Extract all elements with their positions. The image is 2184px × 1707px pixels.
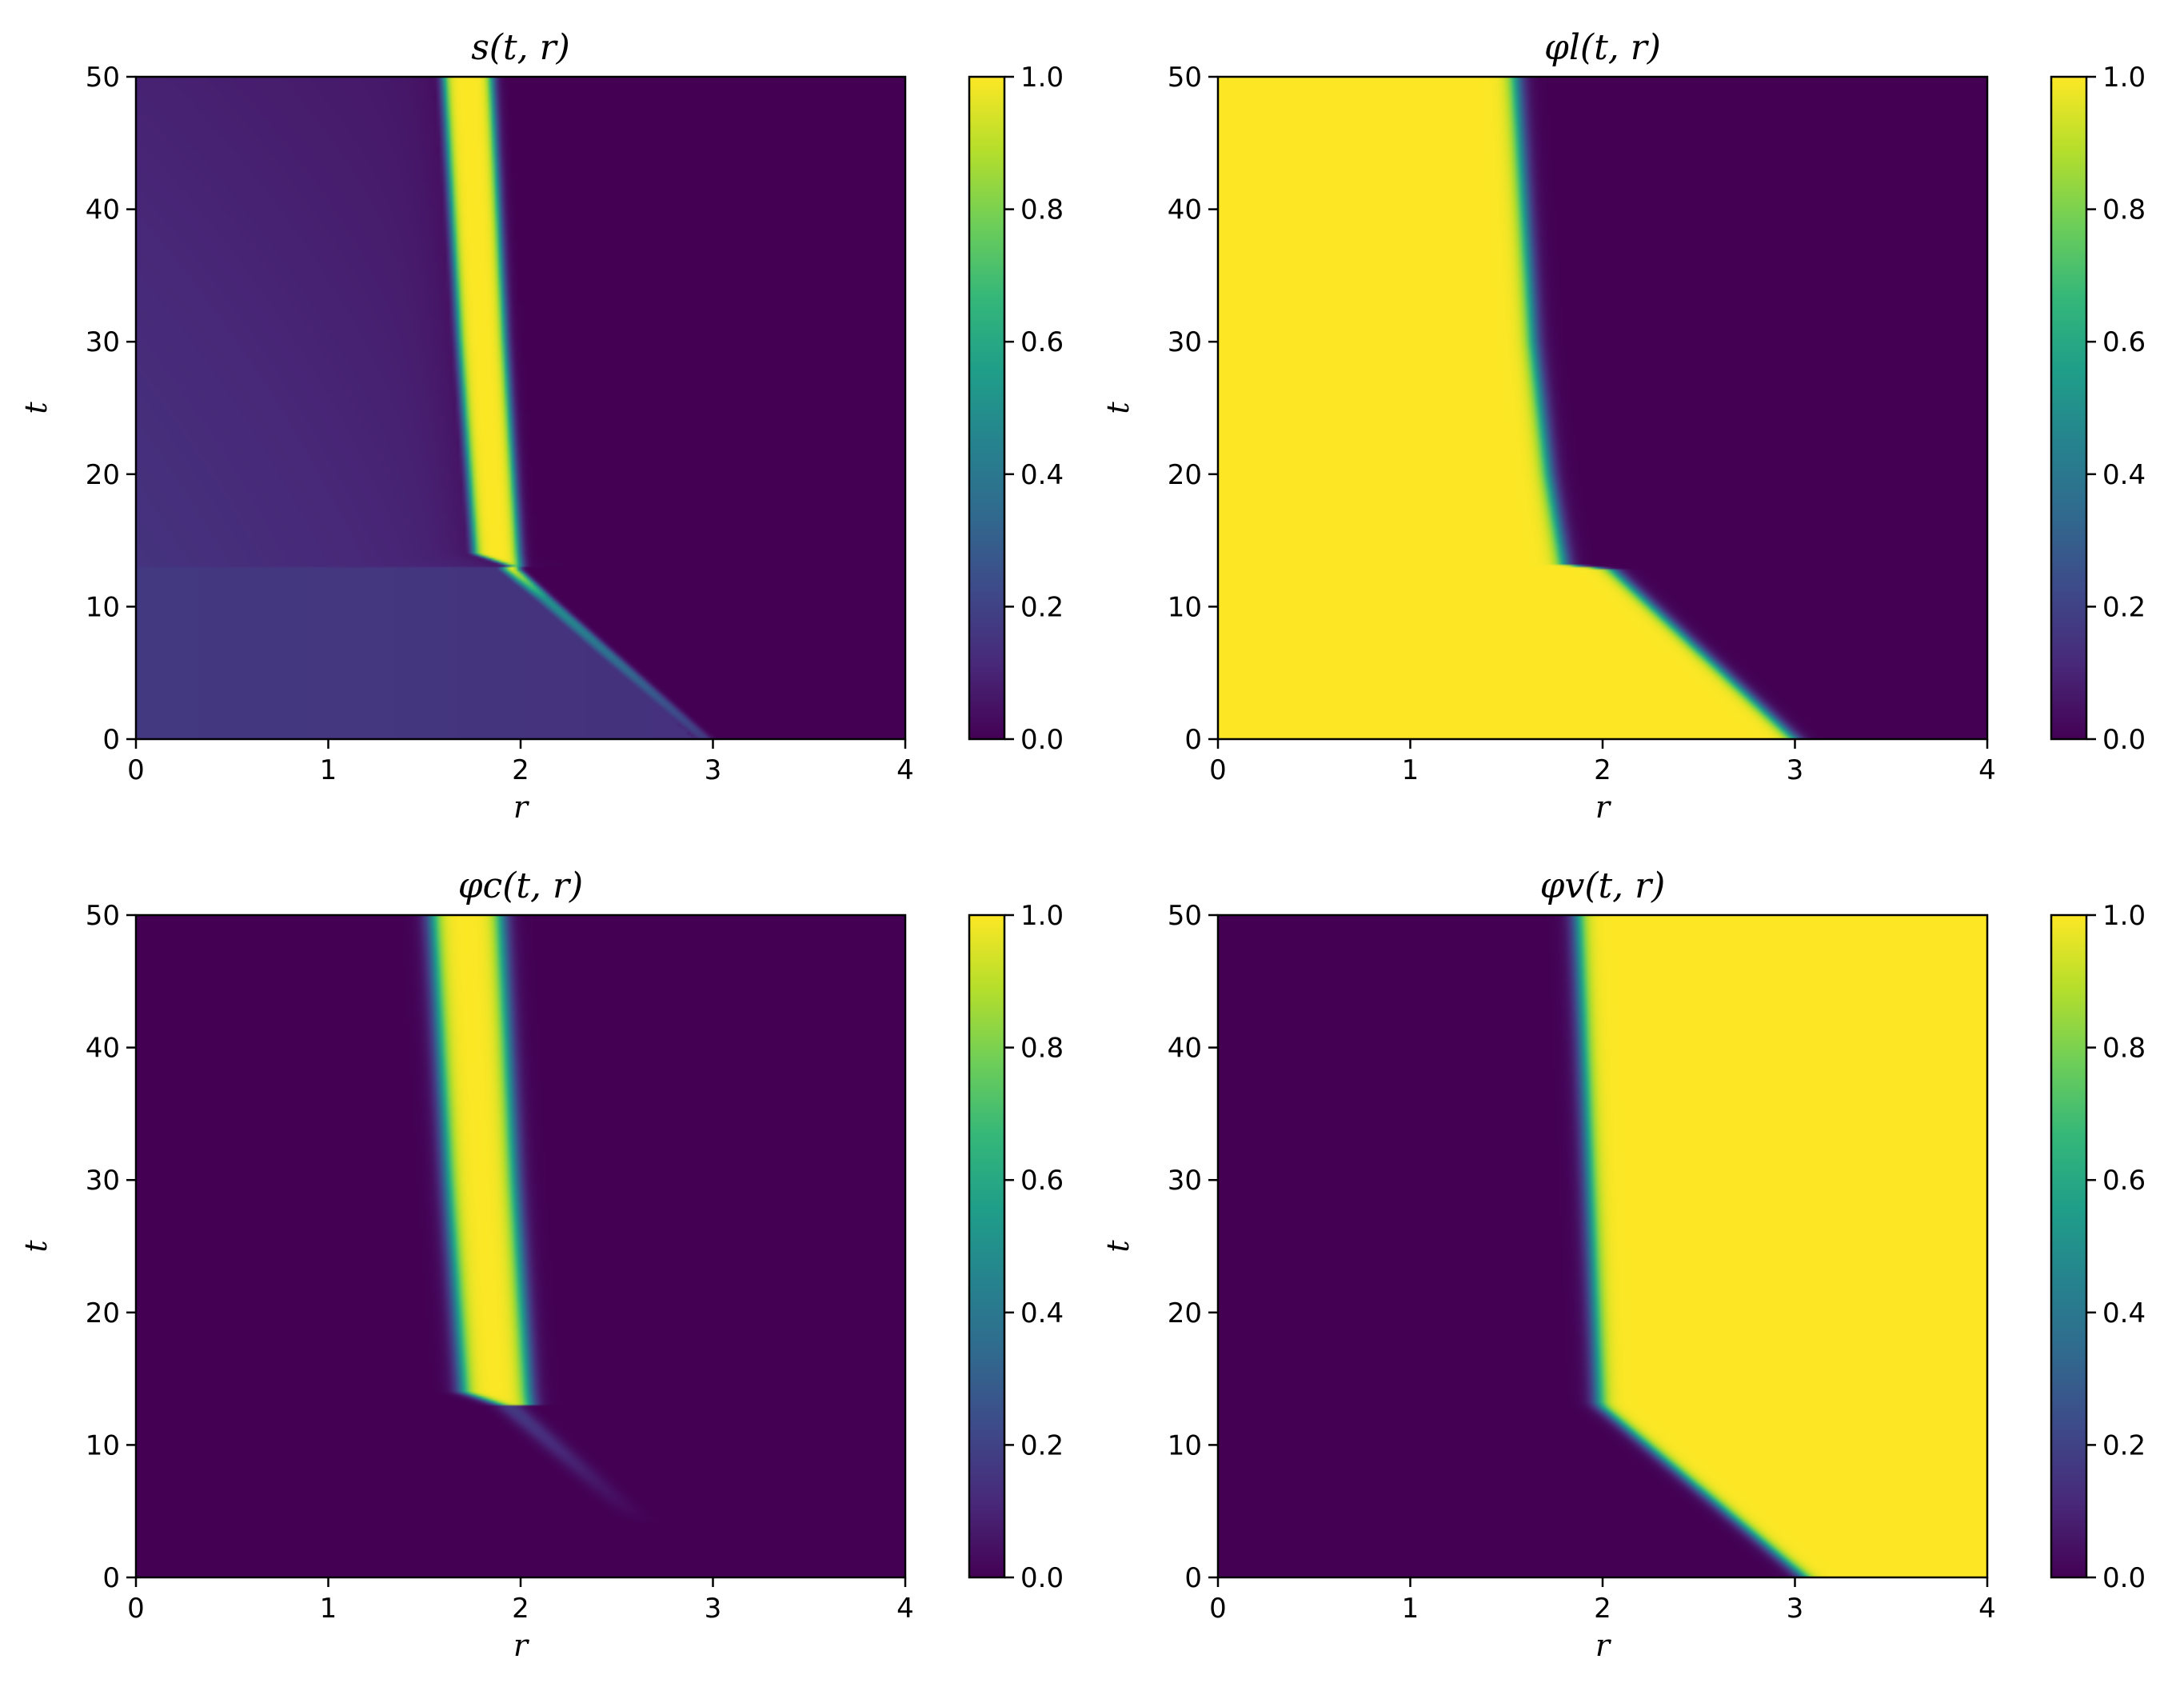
x-tick-label: 0 xyxy=(127,1593,145,1625)
heatmap-phi_l xyxy=(1218,77,1987,739)
colorbar-tick-label: 0.2 xyxy=(2102,1429,2146,1461)
y-axis-label: t xyxy=(1100,402,1136,414)
y-tick-label: 30 xyxy=(86,1165,120,1197)
heatmap-phi_c xyxy=(136,915,905,1577)
colorbar-tick-label: 0.8 xyxy=(2102,1033,2146,1065)
colorbar-tick-label: 0.4 xyxy=(1020,1297,1064,1329)
y-tick-label: 50 xyxy=(86,900,120,932)
colorbar-frame xyxy=(2050,913,2088,1579)
x-tick-label: 3 xyxy=(705,754,722,786)
colorbar-tick-label: 0.4 xyxy=(2102,459,2146,491)
y-tick-label: 20 xyxy=(1168,1297,1202,1329)
colorbar-tick-label: 0.6 xyxy=(1020,1165,1064,1197)
y-axis-label: t xyxy=(18,1240,54,1253)
colorbar xyxy=(2051,77,2086,739)
x-axis-label: r xyxy=(1595,790,1612,825)
y-tick-label: 50 xyxy=(86,62,120,94)
y-tick-label: 20 xyxy=(1168,459,1202,491)
x-tick-label: 0 xyxy=(127,754,145,786)
colorbar xyxy=(2051,915,2086,1577)
x-tick-label: 4 xyxy=(896,1593,914,1625)
y-tick-label: 50 xyxy=(1168,900,1202,932)
y-tick-label: 20 xyxy=(86,459,120,491)
y-tick-label: 20 xyxy=(86,1297,120,1329)
x-tick-label: 1 xyxy=(320,754,337,786)
colorbar-tick-label: 0.0 xyxy=(2102,724,2146,756)
colorbar-frame xyxy=(968,913,1006,1579)
y-tick-label: 40 xyxy=(86,194,120,226)
colorbar-tick-label: 1.0 xyxy=(1020,900,1064,932)
colorbar-tick-label: 0.4 xyxy=(1020,459,1064,491)
y-tick-label: 40 xyxy=(1168,194,1202,226)
y-tick-label: 40 xyxy=(86,1033,120,1065)
subplot-title: φv(t, r) xyxy=(1540,865,1666,906)
x-tick-label: 1 xyxy=(320,1593,337,1625)
x-tick-label: 2 xyxy=(512,754,529,786)
colorbar xyxy=(969,915,1004,1577)
y-axis-label: t xyxy=(18,402,54,414)
y-tick-label: 0 xyxy=(1184,1562,1202,1594)
heatmap-phi_v xyxy=(1218,915,1987,1577)
y-tick-label: 0 xyxy=(102,1562,120,1594)
colorbar-tick-label: 0.6 xyxy=(2102,326,2146,358)
x-tick-label: 0 xyxy=(1209,754,1227,786)
subplot-title: φc(t, r) xyxy=(458,865,583,906)
y-tick-label: 0 xyxy=(102,724,120,756)
colorbar-tick-label: 0.8 xyxy=(1020,1033,1064,1065)
y-tick-label: 30 xyxy=(1168,1165,1202,1197)
colorbar-frame xyxy=(968,75,1006,741)
colorbar-tick-label: 0.8 xyxy=(2102,194,2146,226)
colorbar-tick-label: 0.6 xyxy=(2102,1165,2146,1197)
x-axis-label: r xyxy=(1595,1628,1612,1663)
colorbar-tick-label: 0.2 xyxy=(1020,1429,1064,1461)
x-tick-label: 1 xyxy=(1402,754,1419,786)
colorbar xyxy=(969,77,1004,739)
x-tick-label: 3 xyxy=(705,1593,722,1625)
x-tick-label: 0 xyxy=(1209,1593,1227,1625)
colorbar-tick-label: 0.6 xyxy=(1020,326,1064,358)
x-tick-label: 4 xyxy=(1978,1593,1996,1625)
subplot-title: φl(t, r) xyxy=(1544,27,1661,68)
x-tick-label: 1 xyxy=(1402,1593,1419,1625)
colorbar-tick-label: 0.2 xyxy=(2102,591,2146,623)
y-axis-label: t xyxy=(1100,1240,1136,1253)
colorbar-tick-label: 1.0 xyxy=(2102,900,2146,932)
x-tick-label: 3 xyxy=(1787,1593,1804,1625)
x-tick-label: 3 xyxy=(1787,754,1804,786)
colorbar-tick-label: 0.0 xyxy=(2102,1562,2146,1594)
x-tick-label: 4 xyxy=(896,754,914,786)
colorbar-tick-label: 0.0 xyxy=(1020,724,1064,756)
x-tick-label: 4 xyxy=(1978,754,1996,786)
x-tick-label: 2 xyxy=(1594,754,1611,786)
y-tick-label: 10 xyxy=(86,1429,120,1461)
x-tick-label: 2 xyxy=(512,1593,529,1625)
subplot-title: s(t, r) xyxy=(471,27,570,68)
heatmap-s xyxy=(136,77,905,739)
colorbar-tick-label: 0.4 xyxy=(2102,1297,2146,1329)
colorbar-tick-label: 1.0 xyxy=(2102,62,2146,94)
y-tick-label: 0 xyxy=(1184,724,1202,756)
x-tick-label: 2 xyxy=(1594,1593,1611,1625)
colorbar-tick-label: 1.0 xyxy=(1020,62,1064,94)
x-axis-label: r xyxy=(513,1628,530,1663)
colorbar-tick-label: 0.2 xyxy=(1020,591,1064,623)
y-tick-label: 10 xyxy=(86,591,120,623)
y-tick-label: 40 xyxy=(1168,1033,1202,1065)
colorbar-frame xyxy=(2050,75,2088,741)
colorbar-tick-label: 0.0 xyxy=(1020,1562,1064,1594)
y-tick-label: 50 xyxy=(1168,62,1202,94)
colorbar-tick-label: 0.8 xyxy=(1020,194,1064,226)
y-tick-label: 10 xyxy=(1168,591,1202,623)
y-tick-label: 10 xyxy=(1168,1429,1202,1461)
y-tick-label: 30 xyxy=(86,326,120,358)
y-tick-label: 30 xyxy=(1168,326,1202,358)
x-axis-label: r xyxy=(513,790,530,825)
